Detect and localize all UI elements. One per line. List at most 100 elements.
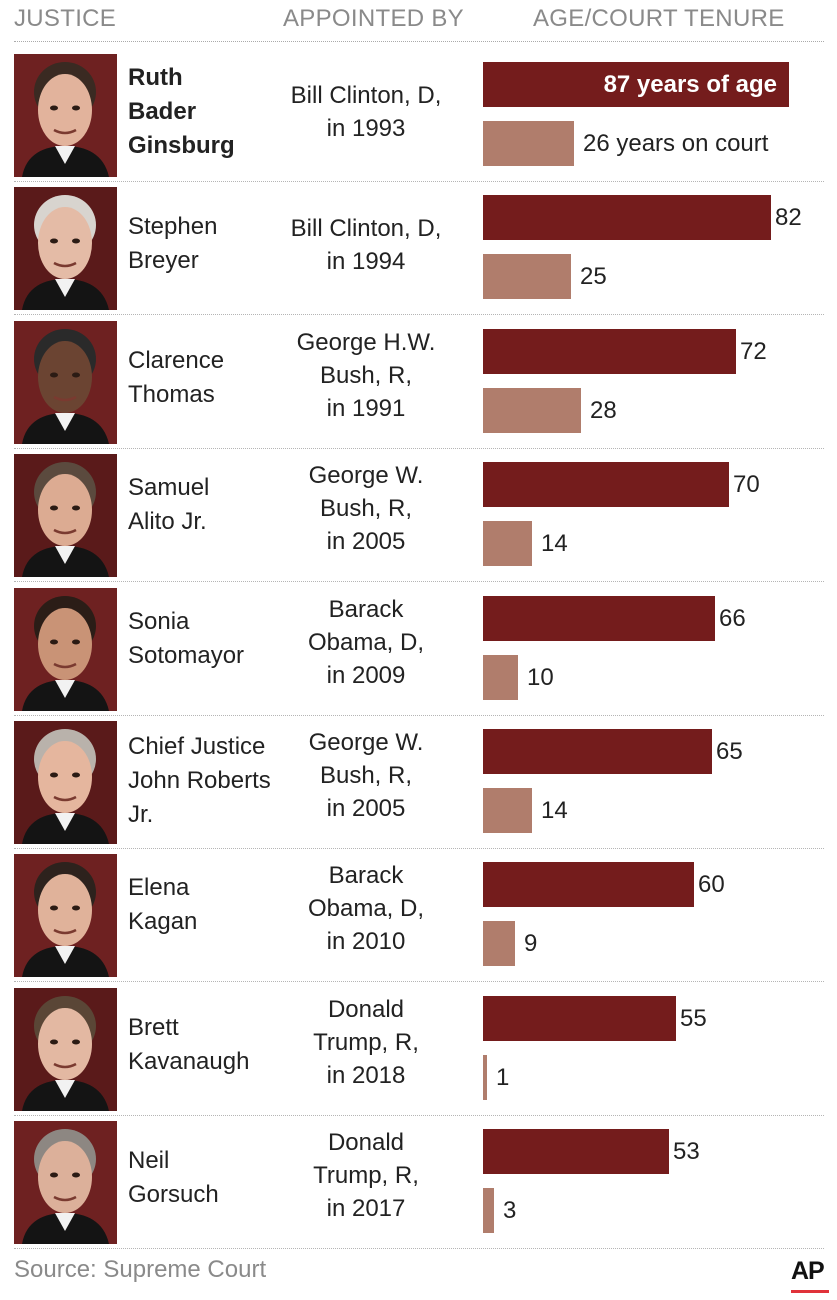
justice-name-line: Sotomayor	[128, 641, 245, 669]
tenure-bar	[483, 1054, 487, 1100]
appointed-by-line: in 2010	[326, 928, 406, 956]
appointed-by: Donald Trump, R, in 2018	[280, 993, 452, 1092]
justice-name-line: Ginsburg	[128, 132, 235, 159]
justice-row: Ruth Bader Ginsburg Bill Clinton, D, in 1993…	[0, 49, 837, 182]
justice-row: Sonia Sotomayor Barack Obama, D, in 2009 66 10	[0, 583, 837, 716]
header-justice: JUSTICE	[14, 5, 117, 32]
row-divider	[14, 314, 824, 316]
justice-name-line: Alito Jr.	[128, 508, 207, 536]
age-value-label: 60	[698, 871, 725, 899]
justice-portrait	[14, 1121, 117, 1245]
ap-logo-underline	[791, 1290, 829, 1293]
tenure-value-label: 10	[527, 663, 554, 691]
tenure-value-label: 14	[541, 530, 568, 558]
justice-name-line: Stephen	[128, 213, 218, 241]
header-appointed-by: APPOINTED BY	[283, 5, 464, 32]
appointed-by: Bill Clinton, D, in 1993	[280, 79, 452, 145]
age-bar	[483, 328, 736, 374]
justice-name-line: Bader	[128, 98, 197, 125]
appointed-by: Barack Obama, D, in 2009	[280, 593, 452, 692]
tenure-value-label: 1	[496, 1063, 510, 1091]
justice-name-line: Brett	[128, 1013, 179, 1041]
tenure-value-label: 9	[524, 930, 538, 958]
appointed-by-line: in 1994	[326, 248, 406, 276]
justice-name: Elena Kagan	[128, 871, 197, 939]
tenure-bar	[483, 254, 571, 300]
justice-portrait	[14, 54, 117, 177]
age-value-label: 87 years of age	[603, 71, 777, 98]
row-divider	[14, 1248, 824, 1250]
tenure-bar	[483, 788, 532, 833]
justice-name: Neil Gorsuch	[128, 1144, 219, 1212]
appointed-by-line: Bush, R,	[319, 361, 413, 389]
row-divider	[14, 714, 824, 716]
age-bar	[483, 595, 715, 641]
tenure-value-label: 3	[503, 1197, 517, 1225]
age-value-label: 72	[740, 337, 767, 365]
ap-logo: AP	[791, 1257, 825, 1285]
appointed-by-line: George W.	[308, 729, 424, 756]
appointed-by-line: Trump, R,	[313, 1028, 419, 1056]
age-bar	[483, 729, 712, 774]
appointed-by-line: in 2005	[326, 795, 406, 822]
age-value-label: 70	[733, 471, 760, 499]
justice-name-line: Kavanaugh	[128, 1047, 250, 1075]
justice-name: Samuel Alito Jr.	[128, 471, 209, 539]
appointed-by-line: in 2018	[326, 1061, 406, 1089]
age-bar	[483, 62, 789, 107]
justice-row: Neil Gorsuch Donald Trump, R, in 2017 53 3	[0, 1116, 837, 1250]
appointed-by: George W. Bush, R, in 2005	[280, 459, 452, 558]
tenure-bar	[483, 1188, 494, 1234]
tenure-bar	[483, 387, 581, 433]
appointed-by-line: George W.	[308, 462, 424, 490]
appointed-by: George H.W. Bush, R, in 1991	[280, 326, 452, 425]
age-bar	[483, 1129, 669, 1175]
justice-portrait	[14, 721, 117, 844]
appointed-by-line: Bush, R,	[319, 762, 413, 789]
appointed-by-line: in 2017	[326, 1195, 406, 1223]
appointed-by: George W. Bush, R, in 2005	[280, 726, 452, 825]
appointed-by-line: Obama, D,	[307, 628, 425, 656]
appointed-by-line: George H.W.	[296, 328, 436, 356]
justice-name-line: Thomas	[128, 380, 215, 408]
justice-row: Stephen Breyer Bill Clinton, D, in 1994 82 25	[0, 182, 837, 316]
justice-name-line: Jr.	[128, 801, 154, 828]
header-divider	[14, 41, 824, 42]
row-divider	[14, 848, 824, 849]
justice-name-line: Samuel	[128, 474, 210, 502]
justice-portrait	[14, 454, 117, 578]
justice-portrait	[14, 187, 117, 311]
age-bar	[483, 862, 694, 908]
appointed-by: Barack Obama, D, in 2010	[280, 859, 452, 958]
age-bar	[483, 462, 729, 508]
age-value-label: 66	[719, 604, 746, 632]
appointed-by-line: in 1993	[326, 115, 406, 142]
tenure-value-label: 26 years on court	[583, 130, 769, 157]
row-divider	[14, 447, 824, 449]
row-divider	[14, 981, 824, 983]
justice-name-line: Clarence	[128, 346, 225, 374]
justice-name-line: Sonia	[128, 607, 190, 635]
justice-name-line: Gorsuch	[128, 1181, 219, 1209]
appointed-by-line: Donald	[327, 995, 405, 1023]
age-value-label: 65	[716, 738, 743, 765]
appointed-by-line: Obama, D,	[307, 895, 425, 923]
justice-row: Clarence Thomas George H.W. Bush, R, in 1991…	[0, 316, 837, 449]
row-divider	[14, 181, 824, 182]
justice-name: Chief Justice John Roberts Jr.	[128, 730, 271, 832]
justice-portrait	[14, 587, 117, 711]
tenure-value-label: 25	[580, 263, 607, 291]
justice-name-line: Ruth	[128, 64, 183, 91]
tenure-bar	[483, 921, 515, 967]
age-value-label: 53	[673, 1138, 700, 1166]
appointed-by-line: Bill Clinton, D,	[290, 82, 442, 109]
justice-portrait	[14, 320, 117, 444]
age-value-label: 55	[680, 1004, 707, 1032]
age-bar	[483, 995, 676, 1041]
appointed-by-line: Bill Clinton, D,	[290, 215, 442, 243]
justice-name-line: Elena	[128, 874, 190, 902]
justice-name: Ruth Bader Ginsburg	[128, 61, 235, 163]
justice-name-line: Breyer	[128, 247, 199, 275]
justice-row: Samuel Alito Jr. George W. Bush, R, in 2005 7…	[0, 449, 837, 583]
justice-row: Brett Kavanaugh Donald Trump, R, in 2018 55 1	[0, 983, 837, 1116]
